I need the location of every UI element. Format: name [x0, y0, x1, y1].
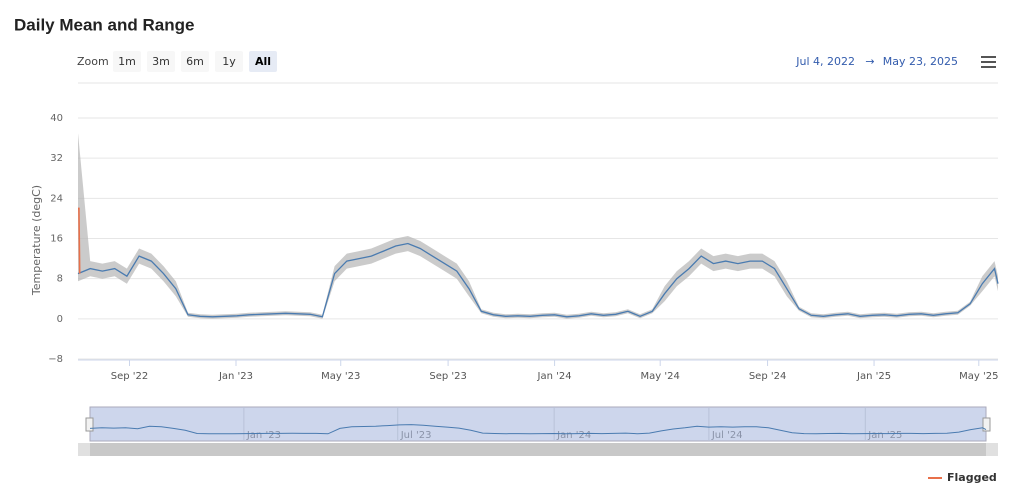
navigator-tick-label: Jan '23	[246, 430, 281, 441]
zoom-button[interactable]	[147, 51, 175, 72]
zoom-button-label[interactable]: 1m	[118, 55, 136, 68]
navigator-tick-label: Jul '24	[711, 430, 743, 441]
navigator-tick-label: Jul '23	[400, 430, 432, 441]
navigator-handle[interactable]	[85, 417, 94, 432]
y-axis-title: Temperature (degC)	[30, 185, 43, 296]
y-tick-label: −8	[48, 354, 63, 365]
zoom-button[interactable]	[215, 51, 243, 72]
x-tick-label: May '25	[959, 371, 998, 382]
zoom-button[interactable]	[113, 51, 141, 72]
range-arrow: →	[865, 55, 874, 68]
x-tick-label: Sep '24	[749, 371, 787, 382]
range-from: Jul 4, 2022	[795, 55, 855, 68]
scrollbar-thumb[interactable]	[90, 443, 986, 456]
x-tick-label: May '24	[641, 371, 680, 382]
zoom-button-label[interactable]: All	[255, 55, 271, 68]
x-tick-label: Jan '23	[218, 371, 253, 382]
zoom-button-label[interactable]: 6m	[186, 55, 204, 68]
navigator-line	[89, 424, 987, 435]
y-tick-label: 40	[50, 113, 63, 124]
zoom-button[interactable]	[249, 51, 277, 72]
zoom-button-label[interactable]: 3m	[152, 55, 170, 68]
zoom-button[interactable]	[181, 51, 209, 72]
range-to: May 23, 2025	[883, 55, 958, 68]
mean-line	[77, 242, 999, 318]
legend-label[interactable]: Flagged	[947, 471, 997, 484]
x-tick-label: May '23	[321, 371, 360, 382]
chart-title: Daily Mean and Range	[14, 15, 194, 34]
y-tick-label: 24	[50, 193, 63, 204]
x-tick-label: Jan '25	[856, 371, 891, 382]
navigator-handle[interactable]	[982, 417, 991, 432]
zoom-button-label[interactable]: 1y	[222, 55, 236, 68]
x-tick-label: Jan '24	[537, 371, 572, 382]
zoom-label: Zoom	[77, 55, 109, 68]
navigator-tick-label: Jan '25	[867, 430, 902, 441]
flagged-line	[78, 207, 81, 274]
y-tick-label: 8	[57, 274, 63, 285]
y-tick-label: 32	[50, 153, 63, 164]
y-tick-label: 16	[50, 234, 63, 245]
x-tick-label: Sep '22	[111, 371, 149, 382]
menu-button[interactable]	[981, 56, 996, 68]
range-area	[78, 133, 998, 319]
navigator-tick-label: Jan '24	[556, 430, 591, 441]
y-tick-label: 0	[57, 314, 63, 325]
x-tick-label: Sep '23	[429, 371, 467, 382]
navigator-mask[interactable]	[89, 406, 987, 442]
